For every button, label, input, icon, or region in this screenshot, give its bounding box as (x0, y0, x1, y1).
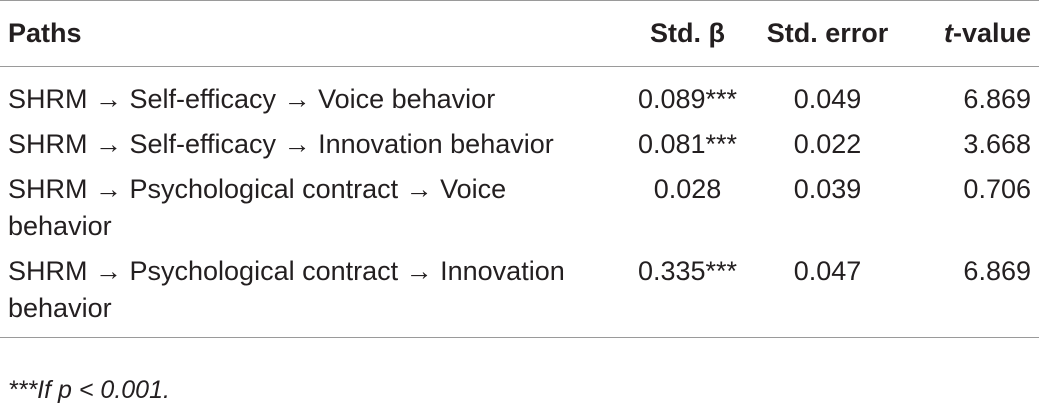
t-value-cell: 6.869 (963, 84, 1031, 114)
header-paths: Paths (8, 18, 82, 48)
header-row: Paths Std. β Std. error t-value (0, 0, 1039, 67)
table-row: SHRM → Psychological contract → Innovati… (0, 245, 1039, 338)
t-value-cell: 0.706 (963, 174, 1031, 204)
path-cell: SHRM → Self-efficacy → Innovation behavi… (8, 129, 554, 159)
std-error-cell: 0.039 (793, 174, 862, 204)
path-cell: SHRM → Self-efficacy → Voice behavior (8, 84, 496, 114)
header-std-error: Std. error (766, 18, 889, 48)
std-error-cell: 0.049 (793, 84, 862, 114)
t-value-cell: 3.668 (963, 129, 1031, 159)
std-error-cell: 0.022 (793, 129, 862, 159)
header-t-rest: -value (952, 18, 1031, 48)
path-cell: SHRM → Psychological contract → Voice be… (8, 174, 507, 241)
std-beta-cell: 0.081*** (637, 129, 738, 159)
header-std-beta: Std. β (650, 18, 725, 48)
std-beta-cell: 0.335*** (620, 245, 755, 338)
table-row: SHRM → Self-efficacy → Innovation behavi… (0, 118, 1039, 163)
mediation-paths-table: Paths Std. β Std. error t-value SHRM → S… (0, 0, 1039, 338)
path-cell: SHRM → Psychological contract → Innovati… (0, 245, 620, 338)
header-t-italic: t (943, 18, 953, 48)
std-beta-cell: 0.089*** (637, 84, 738, 114)
std-beta-cell: 0.028 (653, 174, 722, 204)
std-error-cell: 0.047 (755, 245, 900, 338)
table-row: SHRM → Psychological contract → Voice be… (0, 163, 1039, 245)
results-table: Paths Std. β Std. error t-value SHRM → S… (0, 0, 1039, 338)
header-t-value: t-value (900, 1, 1039, 67)
table-row: SHRM → Self-efficacy → Voice behavior 0.… (0, 67, 1039, 119)
table-footnote: ***If p < 0.001. (8, 376, 170, 404)
t-value-cell: 6.869 (900, 245, 1039, 338)
